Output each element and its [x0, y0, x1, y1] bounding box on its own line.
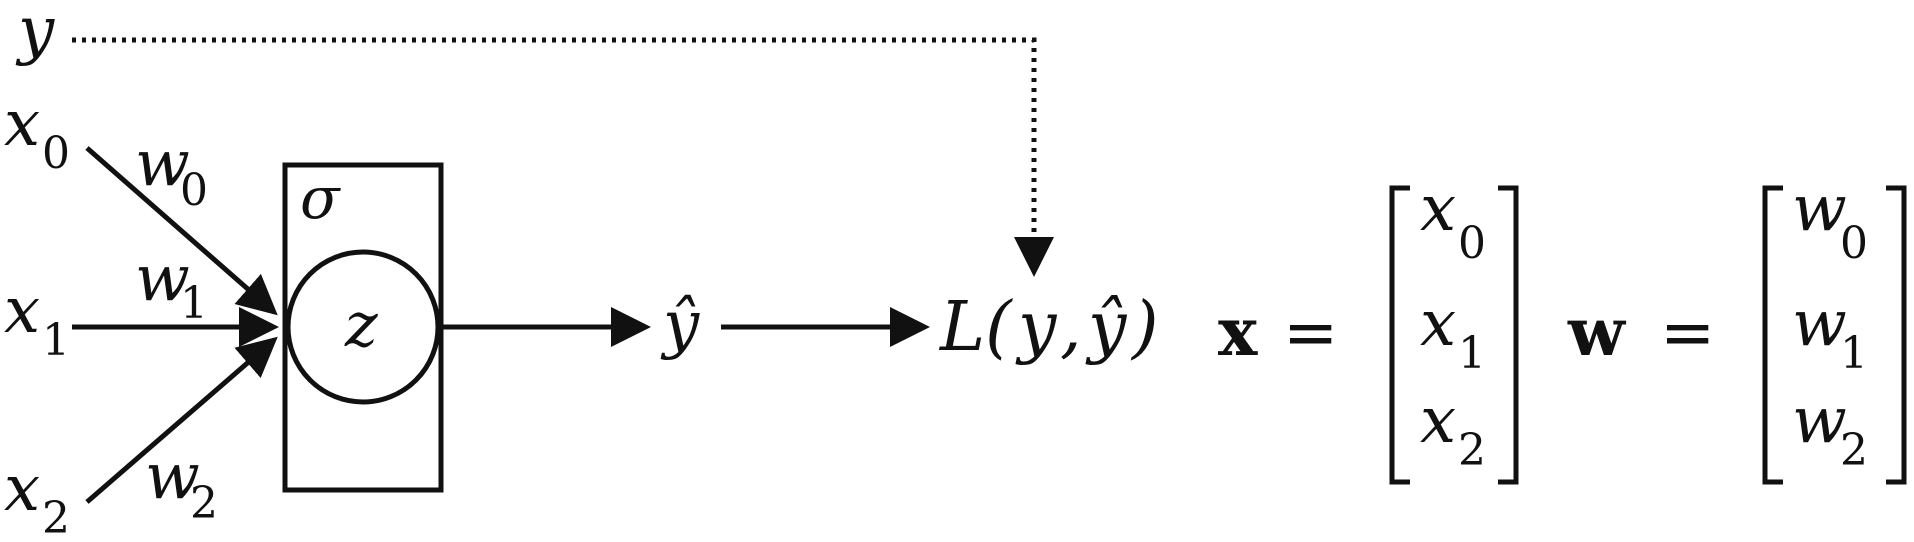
- svg-text:0: 0: [42, 128, 70, 179]
- x-vector-equals: =: [1283, 294, 1338, 371]
- summation-node: [285, 249, 441, 405]
- svg-text:L(: L(: [938, 288, 1013, 367]
- svg-text:w: w: [135, 127, 190, 201]
- svg-text:w: w: [1792, 384, 1847, 458]
- x-vector-left-bracket: [1389, 185, 1410, 485]
- svg-text:x: x: [1420, 287, 1456, 361]
- x-vector-entry-0: x 0: [1420, 172, 1486, 269]
- svg-text:1: 1: [180, 278, 208, 329]
- svg-text:0: 0: [1840, 218, 1868, 269]
- svg-text:w: w: [135, 242, 190, 316]
- prediction-label: ŷ: [660, 288, 700, 362]
- input-x2: x 2: [4, 452, 70, 542]
- edge-x0-to-neuron: [85, 146, 278, 316]
- svg-text:x: x: [1420, 384, 1456, 458]
- svg-text:w: w: [145, 440, 200, 514]
- x-vector-right-bracket: [1498, 185, 1519, 485]
- loss-expression: L( y , ŷ ): [938, 288, 1159, 367]
- svg-text:ŷ: ŷ: [1085, 288, 1128, 367]
- x-vector-entry-2: x 2: [1420, 384, 1486, 476]
- w-vector-left-bracket: [1762, 185, 1783, 485]
- target-dotted-connector: [72, 37, 1054, 277]
- activation-box: [282, 162, 444, 493]
- target-label: y: [15, 0, 55, 68]
- svg-text:w: w: [1792, 172, 1847, 246]
- svg-text:,: ,: [1060, 288, 1082, 367]
- x-vector-symbol: x: [1218, 293, 1258, 371]
- svg-text:): ): [1130, 288, 1159, 367]
- svg-text:0: 0: [1458, 218, 1486, 269]
- weight-w1: w 1: [135, 242, 208, 329]
- weight-w0: w 0: [135, 127, 208, 216]
- w-vector-entry-2: w 2: [1792, 384, 1868, 476]
- svg-text:y: y: [1015, 288, 1058, 367]
- svg-text:2: 2: [1458, 425, 1486, 476]
- input-x1: x 1: [4, 274, 70, 366]
- w-vector-right-bracket: [1886, 185, 1907, 485]
- input-x0: x 0: [4, 87, 70, 179]
- svg-text:2: 2: [190, 478, 218, 529]
- svg-text:w: w: [1792, 287, 1847, 361]
- svg-text:1: 1: [1840, 328, 1868, 379]
- w-vector-entry-1: w 1: [1792, 287, 1868, 379]
- preactivation-label: z: [344, 288, 378, 361]
- svg-text:x: x: [4, 452, 40, 526]
- svg-text:0: 0: [180, 165, 208, 216]
- svg-text:x: x: [1420, 172, 1456, 246]
- svg-text:1: 1: [1458, 328, 1486, 379]
- w-vector-symbol: w: [1567, 293, 1627, 371]
- x-vector-entry-1: x 1: [1420, 287, 1486, 379]
- svg-text:2: 2: [1840, 425, 1868, 476]
- edge-x2-to-neuron: [85, 336, 278, 504]
- svg-text:2: 2: [42, 493, 70, 542]
- svg-text:x: x: [4, 274, 40, 348]
- activation-label: σ: [300, 164, 341, 232]
- w-vector-entry-0: w 0: [1792, 172, 1868, 269]
- weight-w2: w 2: [145, 440, 218, 529]
- svg-text:x: x: [4, 87, 40, 161]
- w-vector-equals: =: [1660, 294, 1715, 371]
- svg-text:1: 1: [42, 315, 70, 366]
